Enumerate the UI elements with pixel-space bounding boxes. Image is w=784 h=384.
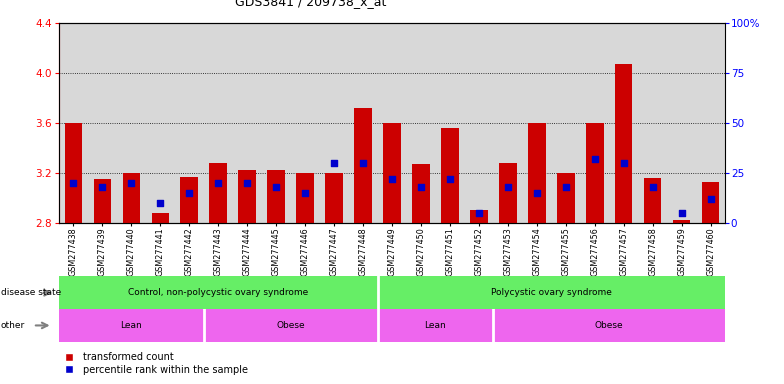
Text: other: other <box>1 321 25 330</box>
Point <box>241 180 253 186</box>
Text: disease state: disease state <box>1 288 61 297</box>
Bar <box>499 163 517 223</box>
Bar <box>441 128 459 223</box>
Text: GDS3841 / 209738_x_at: GDS3841 / 209738_x_at <box>235 0 387 8</box>
Bar <box>296 173 314 223</box>
Bar <box>122 173 140 223</box>
Point <box>299 190 311 196</box>
Bar <box>702 182 720 223</box>
Point <box>328 160 340 166</box>
Point <box>589 156 601 162</box>
Point <box>647 184 659 190</box>
Point <box>270 184 282 190</box>
Point <box>183 190 195 196</box>
Bar <box>615 64 633 223</box>
Point <box>618 160 630 166</box>
Bar <box>644 178 662 223</box>
Bar <box>470 210 488 223</box>
Legend: transformed count, percentile rank within the sample: transformed count, percentile rank withi… <box>64 353 248 375</box>
Text: Obese: Obese <box>276 321 305 330</box>
Bar <box>64 123 82 223</box>
Bar <box>238 170 256 223</box>
Point <box>96 184 108 190</box>
Text: Obese: Obese <box>595 321 623 330</box>
Point <box>212 180 224 186</box>
Point <box>502 184 514 190</box>
Bar <box>93 179 111 223</box>
Point <box>560 184 572 190</box>
Text: Control, non-polycystic ovary syndrome: Control, non-polycystic ovary syndrome <box>128 288 308 297</box>
Text: Polycystic ovary syndrome: Polycystic ovary syndrome <box>491 288 612 297</box>
Bar <box>586 123 604 223</box>
Bar <box>151 213 169 223</box>
Point <box>357 160 369 166</box>
Bar <box>528 123 546 223</box>
Point <box>386 176 398 182</box>
Bar <box>557 173 575 223</box>
Bar <box>412 164 430 223</box>
Bar <box>354 108 372 223</box>
Text: Lean: Lean <box>425 321 446 330</box>
Point <box>125 180 137 186</box>
Point <box>444 176 456 182</box>
Bar <box>325 173 343 223</box>
Point <box>154 200 166 206</box>
Bar <box>180 177 198 223</box>
Point <box>676 210 688 216</box>
Bar <box>383 123 401 223</box>
Point <box>705 196 717 202</box>
Bar <box>673 220 691 223</box>
Point <box>415 184 427 190</box>
Text: Lean: Lean <box>121 321 142 330</box>
Point <box>67 180 79 186</box>
Point <box>531 190 543 196</box>
Bar <box>267 170 285 223</box>
Point <box>473 210 485 216</box>
Bar <box>209 163 227 223</box>
